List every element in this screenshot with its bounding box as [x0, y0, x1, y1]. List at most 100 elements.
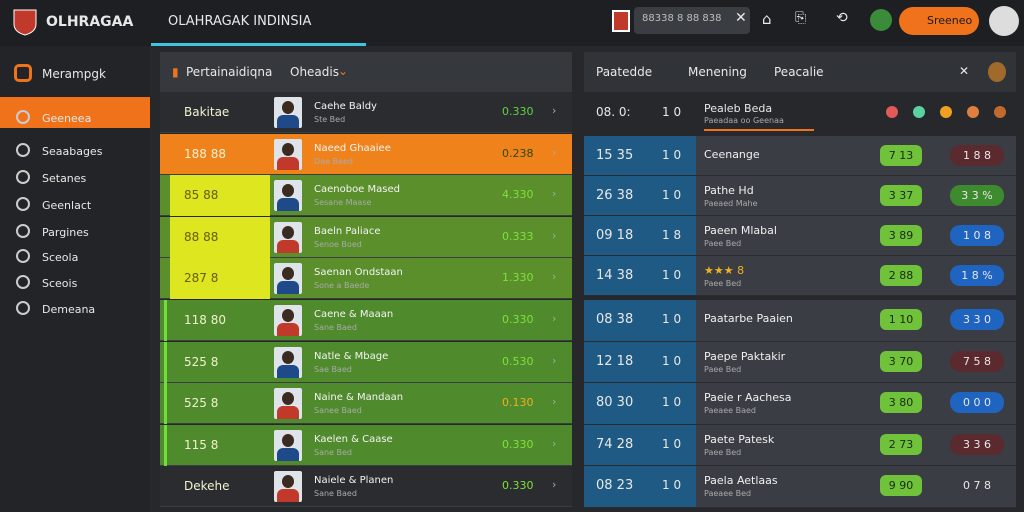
left-cell: [170, 175, 270, 217]
list-row[interactable]: 525 8 Natle & Mbage Sae Baed 0.530 ›: [160, 341, 572, 383]
list-row[interactable]: 115 8 Kaelen & Caase Sane Bed 0.330 ›: [160, 424, 572, 466]
badge-one[interactable]: 2 73: [880, 433, 922, 455]
list-row[interactable]: 525 8 Naine & Mandaan Sanee Baed 0.130 ›: [160, 383, 572, 425]
badge-two[interactable]: 0 0 0: [950, 392, 1004, 414]
chevron[interactable]: ›: [552, 270, 557, 284]
icon: [940, 106, 952, 118]
row-value: 0.238: [502, 146, 534, 160]
badge-one[interactable]: 1 10: [880, 309, 922, 330]
chevron[interactable]: ›: [552, 145, 557, 159]
match-row[interactable]: 14 38 1 0 ★★★ 8 Paee Bed 2 88 1 8 %: [584, 256, 1016, 296]
badge-two[interactable]: 1 0 8: [950, 225, 1004, 246]
avatar-head: [282, 267, 294, 281]
row-value: 4.330: [502, 188, 534, 202]
match-name: Paeen Mlabal: [704, 224, 777, 237]
match-row[interactable]: 12 18 1 0 Paepe Paktakir Paee Bed 3 70 7 5 8: [584, 341, 1016, 384]
list-row[interactable]: Bakitae Caehe Baldy Ste Bed 0.330 ›: [160, 92, 572, 133]
avatar: [274, 180, 302, 212]
match-row[interactable]: 08 23 1 0 Paela Aetlaas Paeaee Bed 9 90 0 7 8: [584, 466, 1016, 508]
badge-one[interactable]: 9 90: [880, 475, 922, 497]
chevron[interactable]: ›: [552, 436, 557, 450]
match-row[interactable]: 74 28 1 0 Paete Patesk Paee Bed 2 73 3 3 6: [584, 424, 1016, 467]
profile[interactable]: [989, 6, 1019, 36]
match-row[interactable]: 26 38 1 0 Pathe Hd Paeaed Mahe 3 37 3 3 %: [584, 176, 1016, 216]
list-row[interactable]: 85 88 Caenoboe Mased Sesane Maase 4.330 ›: [160, 175, 572, 217]
row-value: 0.530: [502, 354, 534, 368]
row-name: Caehe Baldy: [314, 101, 377, 112]
badge-one[interactable]: 3 89: [880, 225, 922, 246]
avatar: [274, 346, 302, 378]
sidebar-item[interactable]: Sceola: [42, 251, 79, 264]
left-bar: [164, 383, 167, 425]
avatar: [274, 388, 302, 420]
list-row[interactable]: 88 88 Baeln Paliace Senoe Boed 0.333 ›: [160, 216, 572, 258]
row-name: Baeln Paliace: [314, 225, 381, 237]
orange-button[interactable]: [899, 7, 979, 35]
match-score: 1 0: [662, 312, 682, 326]
badge-two[interactable]: 3 3 6: [950, 433, 1004, 455]
match-row[interactable]: 15 35 1 0 Ceenange 7 13 1 8 8: [584, 136, 1016, 176]
sidebar-item[interactable]: Pargines: [42, 226, 89, 239]
chevron[interactable]: ›: [552, 312, 557, 325]
badge-two[interactable]: 1 8 %: [950, 265, 1004, 286]
match-underline: [704, 129, 814, 131]
header-b[interactable]: Menening: [688, 65, 747, 79]
match-score: 1 0: [662, 436, 682, 451]
match-top-row[interactable]: 08. 0: 1 0 Pealeb Beda Paeadaa oo Geenaa: [584, 92, 1016, 133]
list-row[interactable]: Dekehe Naiele & Planen Sane Baed 0.330 ›: [160, 466, 572, 508]
sidebar-item[interactable]: Sceois: [42, 277, 78, 290]
match-sub: Paeadaa oo Geenaa: [704, 116, 784, 125]
row-left: 88 88: [184, 229, 219, 244]
sidebar-item[interactable]: Geenlact: [42, 199, 92, 212]
list-header-right[interactable]: Oheadis: [290, 65, 339, 79]
dropdown[interactable]: ⌄: [338, 64, 349, 78]
close[interactable]: ✕: [959, 64, 970, 78]
row-name: Saenan Ondstaan: [314, 267, 403, 279]
match-time: 12 18: [596, 353, 634, 369]
list-row[interactable]: 118 80 Caene & Maaan Sane Baed 0.330 ›: [160, 300, 572, 341]
badge-one[interactable]: 7 13: [880, 145, 922, 166]
row-name: Naiele & Planen: [314, 475, 394, 487]
list-row[interactable]: 188 88 Naeed Ghaaiee Dae Beed 0.238 ›: [160, 133, 572, 175]
chevron[interactable]: ›: [552, 395, 557, 409]
avatar-body: [277, 489, 299, 503]
badge-two[interactable]: 3 3 0: [950, 309, 1004, 330]
back-icon[interactable]: ⟲: [836, 10, 848, 26]
badge-one[interactable]: 3 70: [880, 350, 922, 372]
chevron[interactable]: ›: [552, 228, 557, 242]
badge-two[interactable]: 3 3 %: [950, 185, 1004, 206]
list-row[interactable]: 287 8 Saenan Ondstaan Sone a Baede 1.330 ›: [160, 258, 572, 300]
sidebar-icon: [16, 224, 30, 238]
match-row[interactable]: 08 38 1 0 Paatarbe Paaien 1 10 3 3 0: [584, 300, 1016, 342]
sidebar-item[interactable]: Demeana: [42, 303, 96, 316]
chevron[interactable]: ›: [552, 187, 557, 201]
sidebar-item[interactable]: Setanes: [42, 172, 87, 185]
avatar[interactable]: [870, 9, 892, 31]
chevron[interactable]: ›: [552, 478, 557, 492]
time-cell: [584, 176, 696, 215]
badge-two[interactable]: 7 5 8: [950, 350, 1004, 372]
chevron[interactable]: ›: [552, 353, 557, 367]
share-icon[interactable]: ⎘: [795, 10, 807, 26]
badge-one[interactable]: 3 80: [880, 392, 922, 414]
sidebar-icon: [16, 275, 30, 289]
match-row[interactable]: 09 18 1 8 Paeen Mlabal Paee Bed 3 89 1 0 8: [584, 216, 1016, 256]
badge-one[interactable]: 2 88: [880, 265, 922, 286]
badge-two[interactable]: 0 7 8: [950, 475, 1004, 497]
sidebar-item[interactable]: Geeneea: [42, 112, 92, 125]
badge-one[interactable]: 3 37: [880, 185, 922, 206]
sidebar-item[interactable]: Seaabages: [42, 145, 103, 158]
tab[interactable]: OLAHRAGAK INDINSIA: [168, 14, 312, 29]
avatar-body: [277, 447, 299, 461]
header-a[interactable]: Paatedde: [596, 65, 653, 79]
match-row[interactable]: 80 30 1 0 Paeie r Aachesa Paeaee Baed 3 80 0 …: [584, 383, 1016, 425]
avatar: [274, 305, 302, 336]
header-c[interactable]: Peacalie: [774, 65, 824, 79]
chevron[interactable]: ›: [552, 104, 557, 117]
home-icon[interactable]: ⌂: [762, 10, 772, 28]
search-box[interactable]: [634, 7, 750, 34]
close-icon[interactable]: ✕: [735, 10, 747, 26]
badge-two[interactable]: 1 8 8: [950, 145, 1004, 166]
list-header-left[interactable]: Pertainaidiqna: [186, 65, 273, 79]
